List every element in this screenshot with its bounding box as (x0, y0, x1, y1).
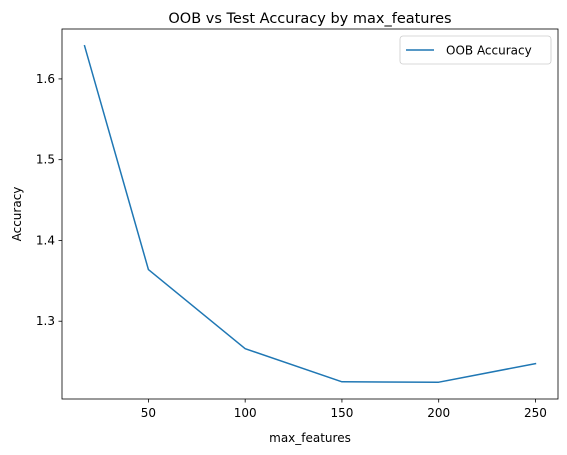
series-layer (83, 44, 537, 383)
ticks-layer: 50 100 150 200 250 1.3 1.4 1.5 1.6 (36, 72, 547, 420)
y-tick-label: 1.6 (36, 72, 55, 86)
x-axis-label: max_features (269, 431, 351, 445)
x-tick-label: 50 (141, 406, 156, 420)
y-tick-label: 1.5 (36, 153, 55, 167)
chart-title: OOB vs Test Accuracy by max_features (168, 11, 451, 27)
series-line-oob-accuracy (83, 44, 537, 383)
legend-box (399, 35, 552, 65)
legend-label-oob-accuracy: OOB Accuracy (446, 44, 532, 58)
x-tick-label: 100 (234, 406, 257, 420)
x-tick-label: 250 (524, 406, 547, 420)
plot-frame (61, 28, 559, 400)
y-axis-label: Accuracy (10, 187, 24, 242)
x-tick-label: 150 (330, 406, 353, 420)
x-tick-label: 200 (427, 406, 450, 420)
legend: OOB Accuracy (399, 35, 552, 65)
plot-area (62, 29, 558, 399)
y-tick-label: 1.3 (36, 314, 55, 328)
y-tick-label: 1.4 (36, 233, 55, 247)
